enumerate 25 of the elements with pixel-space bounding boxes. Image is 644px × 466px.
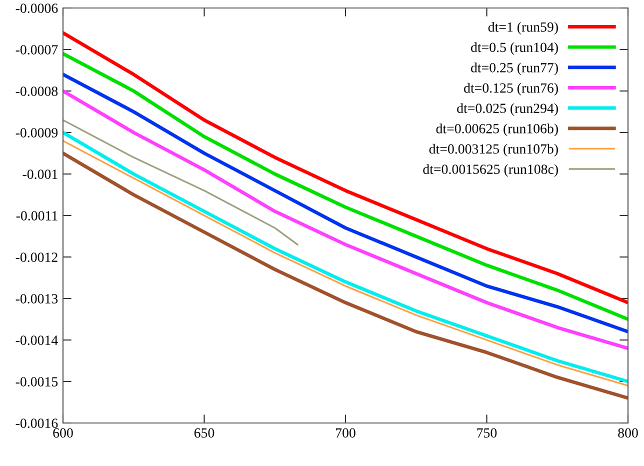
x-tick-label: 750	[477, 428, 497, 438]
y-tick-label: -0.001	[22, 170, 58, 180]
y-tick-label: -0.0015	[16, 377, 58, 387]
x-tick-label: 700	[336, 428, 356, 438]
legend-label: dt=0.125 (run76)	[464, 82, 558, 96]
legend-label: dt=0.25 (run77)	[470, 62, 558, 76]
y-tick-label: -0.0006	[16, 4, 58, 14]
legend-label: dt=0.025 (run294)	[457, 103, 558, 116]
legend-label: dt=0.003125 (run107b)	[429, 144, 558, 156]
x-tick-label: 600	[53, 428, 73, 438]
y-tick-label: -0.0012	[16, 252, 58, 262]
x-tick-label: 800	[618, 428, 638, 438]
y-tick-label: -0.0014	[16, 336, 58, 346]
y-tick-label: -0.0016	[16, 418, 58, 428]
y-tick-label: -0.0008	[16, 86, 58, 96]
legend-label: dt=0.00625 (run106b)	[436, 124, 558, 136]
y-tick-label: -0.0011	[16, 211, 58, 221]
line-series	[63, 119, 298, 246]
y-tick-label: -0.0009	[16, 128, 58, 138]
legend-label: dt=1 (run59)	[488, 22, 558, 35]
y-tick-label: -0.0007	[16, 45, 58, 55]
legend-label: dt=0.0015625 (run108c)	[423, 164, 558, 177]
x-tick-label: 650	[194, 428, 214, 438]
legend-label: dt=0.5 (run104)	[470, 42, 558, 55]
y-tick-label: -0.0013	[16, 294, 58, 304]
